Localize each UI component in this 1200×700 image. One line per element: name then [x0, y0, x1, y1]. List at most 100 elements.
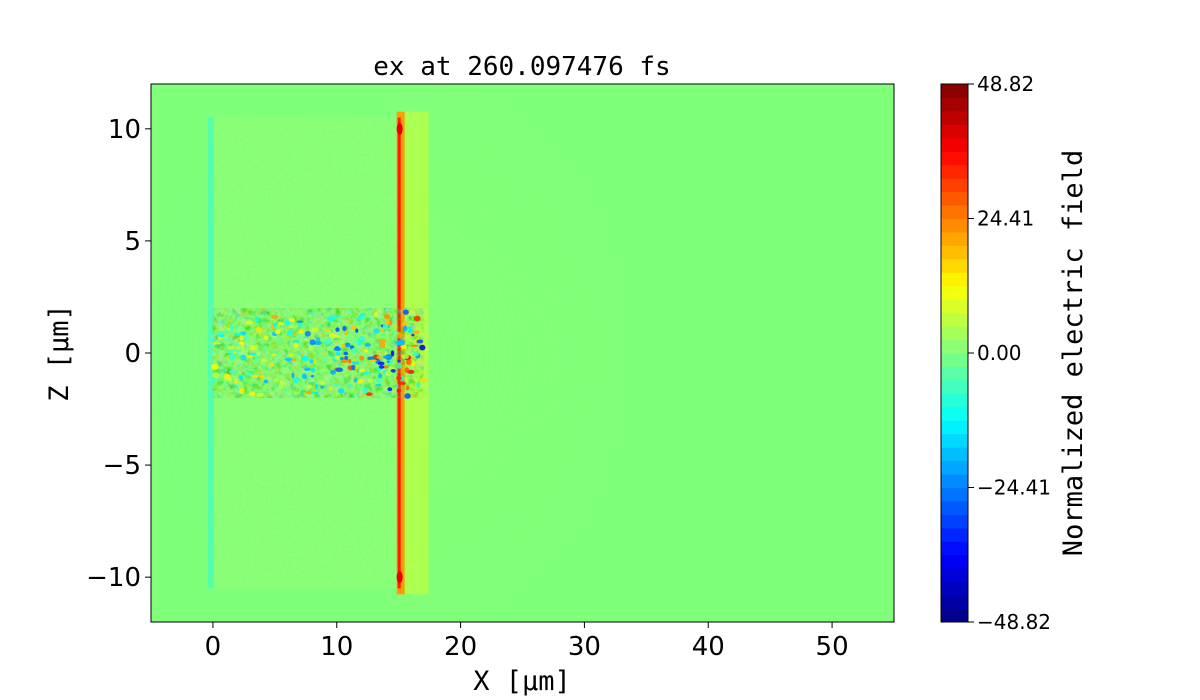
- wave-front: [398, 84, 614, 622]
- field-speckle: [356, 378, 364, 384]
- field-speckle: [357, 336, 364, 342]
- colorbar-tick-label: −24.41: [977, 476, 1051, 500]
- colorbar-band: [941, 608, 968, 623]
- field-speckle: [288, 354, 294, 357]
- field-speckle: [333, 347, 342, 352]
- wave-front: [398, 92, 608, 614]
- colorbar-band: [941, 568, 968, 583]
- field-speckle: [309, 359, 314, 364]
- backward-wave: [198, 307, 214, 399]
- field-speckle: [362, 371, 370, 375]
- field-speckle: [370, 325, 375, 331]
- field-speckle: [275, 324, 280, 330]
- wave-front: [398, 114, 590, 592]
- field-speckle: [390, 350, 395, 357]
- field-speckle: [380, 335, 388, 339]
- x-axis-label: X [μm]: [473, 666, 571, 697]
- y-tick-label: 10: [108, 115, 141, 145]
- colorbar-band: [941, 205, 968, 219]
- field-speckle: [396, 332, 403, 339]
- field-speckle: [340, 344, 346, 348]
- field-speckle: [264, 335, 269, 341]
- field-speckle: [226, 349, 234, 354]
- wave-front: [398, 219, 506, 487]
- field-speckle: [234, 378, 239, 384]
- field-speckle: [326, 346, 334, 351]
- colorbar-band: [941, 151, 968, 166]
- field-speckle: [278, 338, 283, 343]
- x-tick-label: 20: [444, 632, 477, 662]
- colorbar-band: [941, 420, 968, 435]
- y-tick-label: 5: [124, 227, 141, 257]
- field-speckle: [398, 381, 406, 385]
- wave-front: [398, 279, 458, 427]
- field-speckle: [252, 358, 260, 364]
- field-speckle: [241, 344, 245, 351]
- wave-front: [398, 272, 464, 434]
- field-speckle: [407, 326, 412, 330]
- field-speckle: [359, 355, 365, 361]
- field-speckle: [319, 380, 326, 386]
- colorbar-band: [941, 474, 968, 488]
- wave-front: [398, 159, 554, 547]
- wave-front: [398, 227, 500, 479]
- colorbar-tick-label: 24.41: [977, 207, 1034, 231]
- field-speckle: [233, 342, 239, 346]
- colorbar-band: [941, 299, 968, 314]
- colorbar-band: [941, 433, 968, 448]
- field-speckle: [286, 332, 290, 337]
- backward-wave: [180, 249, 213, 457]
- wave-front: [398, 182, 536, 524]
- field-speckle: [405, 359, 413, 366]
- colorbar-tick-label: −48.82: [977, 610, 1051, 634]
- field-speckle: [234, 349, 241, 353]
- colorbar-band: [941, 272, 968, 287]
- field-speckle: [250, 345, 256, 351]
- field-speckle: [211, 379, 217, 385]
- colorbar-band: [941, 191, 968, 206]
- plot-area: [150, 83, 895, 623]
- field-speckle: [247, 368, 255, 372]
- field-speckle: [364, 342, 371, 347]
- field-speckle: [333, 383, 341, 387]
- field-speckle: [238, 388, 245, 395]
- field-speckle: [240, 354, 247, 361]
- chart-title: ex at 260.097476 fs: [373, 52, 670, 82]
- field-speckle: [407, 329, 413, 334]
- field-speckle: [256, 392, 264, 397]
- field-speckle: [306, 384, 313, 389]
- field-speckle: [234, 332, 243, 336]
- wave-front: [398, 174, 542, 532]
- field-speckle: [254, 344, 259, 350]
- field-speckle: [277, 359, 281, 363]
- field-speckle: [348, 358, 352, 364]
- field-speckle: [413, 315, 421, 322]
- colorbar-band: [941, 164, 968, 179]
- field-speckle: [276, 352, 282, 359]
- field-speckle: [247, 378, 256, 383]
- field-speckle: [375, 377, 383, 383]
- field-speckle: [244, 333, 249, 340]
- field-speckle: [383, 314, 391, 320]
- field-speckle: [277, 322, 285, 326]
- colorbar-band: [941, 137, 968, 152]
- field-speckle: [305, 390, 313, 395]
- backward-wave: [192, 288, 213, 418]
- field-speckle: [298, 355, 302, 359]
- colorbar-tick-label: 48.82: [977, 72, 1034, 96]
- colorbar-band: [941, 312, 968, 327]
- field-speckle: [283, 388, 288, 392]
- x-tick-label: 40: [692, 632, 725, 662]
- field-speckle: [255, 356, 259, 359]
- field-speckle: [214, 342, 221, 345]
- field-speckle: [382, 355, 391, 359]
- colorbar-band: [941, 326, 968, 341]
- field-speckle: [319, 337, 327, 343]
- field-speckle: [227, 376, 232, 382]
- field-speckle: [296, 320, 304, 324]
- field-speckle: [293, 342, 298, 349]
- backward-wave: [156, 173, 213, 533]
- front-surface: [207, 117, 214, 589]
- field-speckle: [245, 337, 254, 345]
- colorbar-band: [941, 514, 968, 529]
